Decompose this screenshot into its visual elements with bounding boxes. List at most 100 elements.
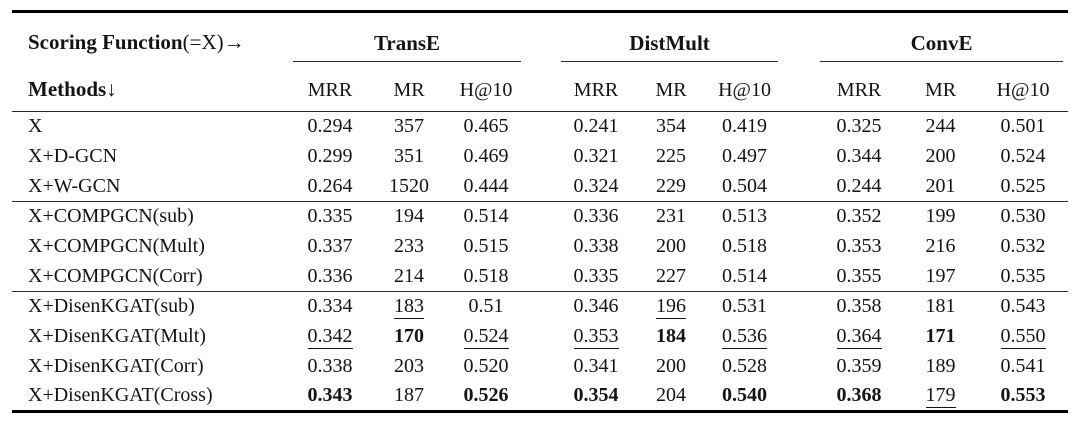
group-gap: [526, 201, 557, 232]
value-cell: 0.525: [1000, 174, 1046, 197]
method-cell: X+DisenKGAT(Corr): [28, 355, 204, 377]
value-cell: 0.321: [573, 145, 619, 167]
value-cell: 0.336: [556, 201, 637, 232]
value-cell: 200: [656, 235, 687, 257]
value-cell: 0.244: [836, 174, 882, 197]
value-cell: 0.338: [307, 355, 353, 377]
value-cell: 0.352: [815, 201, 904, 232]
value-cell: 0.299: [307, 145, 353, 167]
value-cell: 0.504: [722, 174, 768, 197]
value-cell: 197: [925, 264, 956, 287]
method-cell: X+D-GCN: [28, 145, 118, 167]
value-cell: 183: [372, 291, 446, 322]
value-cell: 0.355: [836, 264, 882, 287]
value-cell: 203: [394, 355, 424, 377]
value-cell: 357: [394, 115, 424, 138]
group-header-transe: TransE: [288, 12, 526, 62]
value-cell: 0.359: [836, 355, 882, 377]
group-gap: [783, 232, 815, 262]
value-cell: 170: [394, 325, 424, 347]
group-gap: [783, 201, 816, 232]
table-row: X+COMPGCN(sub) 0.335 194 0.514 0.336 231 0.513…: [12, 201, 1069, 232]
metric-header-mrr: MRR: [288, 61, 372, 112]
group-gap: [526, 112, 556, 142]
group-gap: [526, 322, 556, 352]
value-cell: 0.469: [463, 145, 509, 167]
value-cell: 184: [656, 325, 687, 347]
value-cell: 0.541: [1000, 355, 1046, 377]
value-cell: 0.536: [722, 324, 768, 349]
metric-header-h10: H@10: [446, 61, 527, 112]
group-gap: [526, 172, 556, 202]
value-cell: 244: [925, 115, 956, 138]
group-label: ConvE: [820, 31, 1064, 62]
table-row: X+COMPGCN(Corr) 0.336 214 0.518 0.335 227 0.51…: [12, 262, 1068, 292]
value-cell: 0.343: [307, 384, 353, 407]
value-cell: 0.535: [1000, 264, 1046, 287]
table-row: X+DisenKGAT(Cross) 0.343 187 0.526 0.354 204 0…: [12, 382, 1068, 412]
value-cell: 201: [925, 174, 956, 197]
group-header-conve: ConvE: [815, 12, 1068, 62]
value-cell: 200: [925, 145, 956, 167]
table-row: X+COMPGCN(Mult) 0.337 233 0.515 0.338 200 0.51…: [12, 232, 1068, 262]
value-cell: 0.346: [556, 291, 637, 322]
value-cell: 0.344: [836, 145, 882, 167]
value-cell: 0.368: [836, 384, 882, 407]
value-cell: 0.526: [463, 384, 509, 407]
value-cell: 0.353: [573, 324, 619, 349]
value-cell: 225: [656, 145, 687, 167]
value-cell: 0.550: [1000, 324, 1046, 349]
group-gap: [783, 291, 816, 322]
value-cell: 0.335: [288, 201, 372, 232]
metric-header-mrr: MRR: [815, 61, 904, 112]
group-gap: [783, 61, 816, 112]
value-cell: 179: [925, 383, 956, 408]
value-cell: 233: [394, 235, 424, 257]
value-cell: 0.553: [1000, 384, 1046, 407]
value-cell: 227: [656, 264, 687, 287]
value-cell: 0.325: [836, 115, 882, 138]
value-cell: 0.514: [722, 264, 768, 287]
method-cell: X+DisenKGAT(Mult): [28, 325, 206, 347]
value-cell: 216: [925, 235, 956, 257]
group-header-row: Scoring Function(=X)→ TransE DistMult Co…: [12, 12, 1068, 62]
group-gap: [783, 12, 815, 62]
table-row: X+W-GCN 0.264 1520 0.444 0.324 229 0.504 0.244 2…: [12, 172, 1068, 202]
value-cell: 0.514: [446, 201, 527, 232]
value-cell: 0.419: [722, 115, 768, 138]
group-gap: [526, 352, 556, 382]
group-gap: [783, 322, 815, 352]
value-cell: 0.364: [836, 324, 882, 349]
value-cell: 0.358: [815, 291, 904, 322]
group-gap: [526, 61, 557, 112]
value-cell: 0.51: [446, 291, 527, 322]
value-cell: 196: [636, 291, 707, 322]
value-cell: 0.353: [836, 235, 882, 257]
table-row: X+DisenKGAT(sub) 0.334 183 0.51 0.346 196 0.53…: [12, 291, 1069, 322]
method-cell: X+DisenKGAT(Cross): [28, 384, 213, 407]
group-header-distmult: DistMult: [556, 12, 783, 62]
metric-header-h10: H@10: [706, 61, 784, 112]
value-cell: 0.531: [706, 291, 784, 322]
group-gap: [526, 262, 556, 292]
metric-header-mrr: MRR: [556, 61, 637, 112]
value-cell: 187: [394, 384, 424, 407]
table-row: X+D-GCN 0.299 351 0.469 0.321 225 0.497 0.344 20…: [12, 142, 1068, 172]
group-label: DistMult: [561, 31, 779, 62]
methods-label: Methods: [28, 77, 107, 101]
value-cell: 0.465: [463, 115, 509, 138]
metric-header-mr: MR: [636, 61, 707, 112]
value-cell: 0.540: [722, 384, 768, 407]
value-cell: 0.518: [463, 264, 509, 287]
value-cell: 171: [925, 325, 956, 347]
value-cell: 0.532: [1000, 235, 1046, 257]
value-cell: 0.497: [722, 145, 768, 167]
value-cell: 204: [656, 384, 687, 407]
group-gap: [783, 172, 815, 202]
table-row: X 0.294 357 0.465 0.241 354 0.419 0.325 244 0.501: [12, 112, 1068, 142]
down-arrow-icon: ↓: [106, 77, 117, 101]
value-cell: 199: [903, 201, 979, 232]
table-row: X+DisenKGAT(Corr) 0.338 203 0.520 0.341 200 0.…: [12, 352, 1068, 382]
metric-header-mr: MR: [903, 61, 979, 112]
metric-header-h10: H@10: [978, 61, 1069, 112]
